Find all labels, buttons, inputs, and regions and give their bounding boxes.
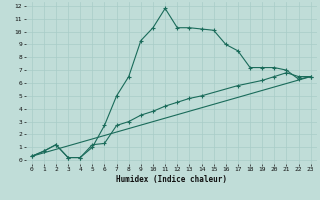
X-axis label: Humidex (Indice chaleur): Humidex (Indice chaleur) — [116, 175, 227, 184]
